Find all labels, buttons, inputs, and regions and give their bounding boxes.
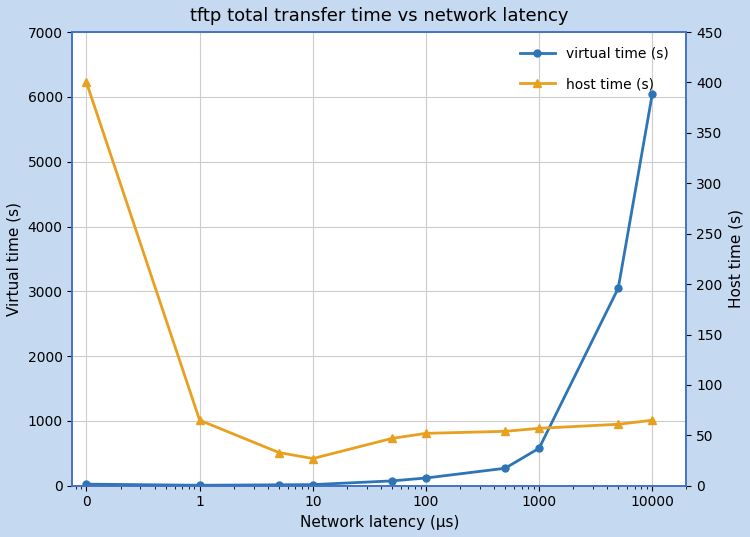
virtual time (s) [274, 482, 284, 488]
virtual time (s) [500, 465, 509, 471]
virtual time (s) [82, 481, 91, 488]
host time (s) [274, 449, 284, 456]
Line: virtual time (s): virtual time (s) [83, 90, 656, 489]
host time (s) [648, 417, 657, 424]
host time (s) [195, 417, 204, 424]
Y-axis label: Virtual time (s): Virtual time (s) [7, 202, 22, 316]
virtual time (s) [195, 482, 204, 489]
virtual time (s) [388, 478, 397, 484]
X-axis label: Network latency (μs): Network latency (μs) [300, 515, 459, 530]
Title: tftp total transfer time vs network latency: tftp total transfer time vs network late… [190, 7, 568, 25]
virtual time (s) [422, 475, 430, 481]
host time (s) [500, 428, 509, 434]
host time (s) [422, 430, 430, 437]
host time (s) [308, 455, 317, 462]
host time (s) [82, 79, 91, 86]
Line: host time (s): host time (s) [82, 78, 656, 463]
host time (s) [614, 421, 622, 427]
Y-axis label: Host time (s): Host time (s) [728, 209, 743, 308]
Legend: virtual time (s), host time (s): virtual time (s), host time (s) [514, 41, 674, 97]
virtual time (s) [535, 445, 544, 452]
virtual time (s) [648, 90, 657, 97]
virtual time (s) [614, 285, 622, 291]
virtual time (s) [308, 481, 317, 488]
host time (s) [388, 435, 397, 441]
host time (s) [535, 425, 544, 432]
